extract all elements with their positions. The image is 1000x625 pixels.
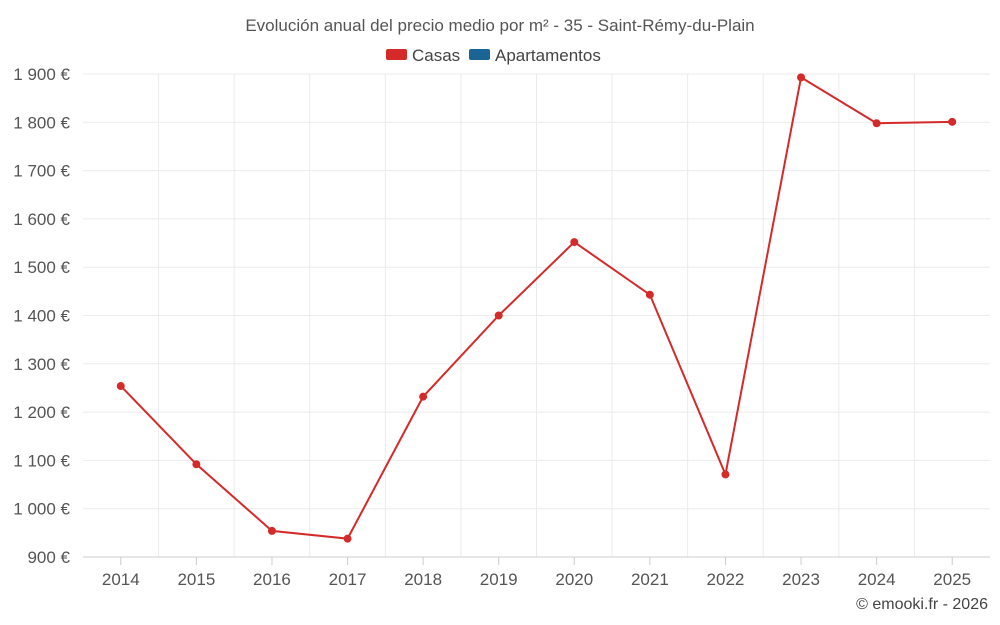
y-tick-label: 900 €	[27, 548, 70, 567]
x-tick-label: 2024	[858, 570, 896, 589]
legend-label-casas: Casas	[412, 46, 460, 65]
chart-title: Evolución anual del precio medio por m² …	[245, 16, 754, 35]
y-tick-label: 1 200 €	[13, 403, 70, 422]
y-tick-label: 1 300 €	[13, 355, 70, 374]
data-point-casas-2018[interactable]	[419, 392, 428, 401]
y-tick-label: 1 900 €	[13, 65, 70, 84]
y-tick-label: 1 000 €	[13, 500, 70, 519]
data-point-casas-2025[interactable]	[948, 117, 957, 126]
x-tick-label: 2017	[329, 570, 367, 589]
legend-item-casas[interactable]: Casas	[386, 46, 460, 65]
data-point-casas-2021[interactable]	[645, 290, 654, 299]
x-tick-label: 2025	[933, 570, 971, 589]
data-point-casas-2016[interactable]	[267, 526, 276, 535]
x-tick-label: 2020	[555, 570, 593, 589]
legend-swatch-apartamentos	[469, 49, 490, 60]
legend-swatch-casas	[386, 49, 407, 60]
x-tick-label: 2021	[631, 570, 669, 589]
y-tick-label: 1 700 €	[13, 162, 70, 181]
series	[116, 73, 957, 543]
data-point-casas-2020[interactable]	[570, 238, 579, 247]
y-tick-label: 1 500 €	[13, 258, 70, 277]
series-line-casas	[120, 75, 953, 540]
data-point-casas-2017[interactable]	[343, 534, 352, 543]
x-tick-label: 2018	[404, 570, 442, 589]
data-point-casas-2015[interactable]	[192, 460, 201, 469]
x-tick-label: 2019	[480, 570, 518, 589]
y-tick-label: 1 400 €	[13, 307, 70, 326]
legend-item-apartamentos[interactable]: Apartamentos	[469, 46, 601, 65]
x-tick-label: 2014	[102, 570, 140, 589]
gridlines	[83, 73, 990, 557]
y-tick-label: 1 100 €	[13, 451, 70, 470]
legend: Casas Apartamentos	[386, 46, 601, 65]
data-point-casas-2014[interactable]	[116, 382, 125, 391]
y-tick-label: 1 800 €	[13, 113, 70, 132]
x-tick-label: 2015	[177, 570, 215, 589]
x-tick-label: 2016	[253, 570, 291, 589]
credit-text: © emooki.fr - 2026	[856, 596, 988, 613]
data-point-casas-2024[interactable]	[872, 119, 881, 128]
x-tick-label: 2022	[707, 570, 745, 589]
data-point-casas-2022[interactable]	[721, 470, 730, 479]
legend-label-apartamentos: Apartamentos	[495, 46, 601, 65]
x-tick-label: 2023	[782, 570, 820, 589]
y-tick-label: 1 600 €	[13, 210, 70, 229]
axes: 900 € 1 000 € 1 100 € 1 200 € 1 300 € 1 400 €…	[13, 65, 990, 589]
data-point-casas-2023[interactable]	[797, 73, 806, 82]
data-point-casas-2019[interactable]	[494, 311, 503, 320]
